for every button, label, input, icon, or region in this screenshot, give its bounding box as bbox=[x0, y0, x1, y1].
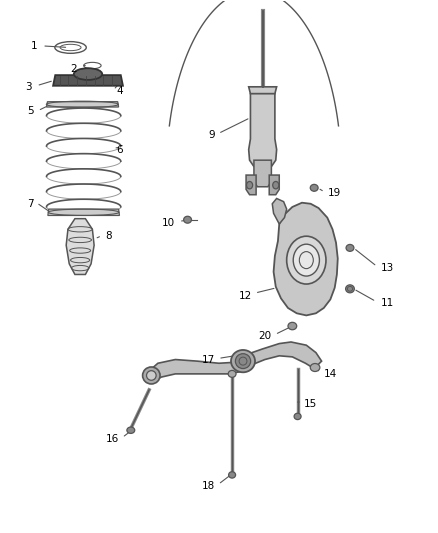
Ellipse shape bbox=[231, 350, 255, 372]
Polygon shape bbox=[53, 75, 123, 86]
Ellipse shape bbox=[346, 245, 354, 252]
Ellipse shape bbox=[127, 427, 135, 433]
Polygon shape bbox=[148, 342, 321, 382]
Polygon shape bbox=[249, 87, 277, 94]
Ellipse shape bbox=[294, 413, 301, 419]
Ellipse shape bbox=[247, 181, 253, 189]
Text: 16: 16 bbox=[105, 434, 119, 445]
Text: 14: 14 bbox=[324, 369, 337, 379]
Polygon shape bbox=[269, 175, 279, 195]
Text: 9: 9 bbox=[208, 130, 215, 140]
Text: 6: 6 bbox=[117, 144, 123, 155]
Text: 20: 20 bbox=[258, 330, 272, 341]
Polygon shape bbox=[274, 203, 338, 316]
Ellipse shape bbox=[310, 364, 320, 372]
Ellipse shape bbox=[293, 244, 319, 276]
Ellipse shape bbox=[228, 370, 236, 377]
Text: 4: 4 bbox=[117, 86, 123, 96]
Text: 5: 5 bbox=[27, 106, 33, 116]
Polygon shape bbox=[246, 175, 256, 195]
Text: 2: 2 bbox=[71, 64, 77, 74]
Polygon shape bbox=[46, 102, 119, 107]
Text: 8: 8 bbox=[106, 231, 112, 241]
Ellipse shape bbox=[184, 216, 191, 223]
Text: 13: 13 bbox=[381, 263, 394, 272]
Text: 11: 11 bbox=[381, 297, 394, 308]
Ellipse shape bbox=[288, 322, 297, 330]
Text: 12: 12 bbox=[239, 290, 252, 301]
Text: 18: 18 bbox=[201, 481, 215, 490]
Text: 19: 19 bbox=[328, 188, 341, 198]
Polygon shape bbox=[254, 160, 272, 187]
Ellipse shape bbox=[147, 370, 156, 380]
Text: 15: 15 bbox=[304, 399, 318, 409]
Polygon shape bbox=[48, 209, 120, 215]
Ellipse shape bbox=[287, 236, 326, 284]
Ellipse shape bbox=[143, 367, 160, 384]
Ellipse shape bbox=[235, 354, 251, 368]
Ellipse shape bbox=[229, 472, 236, 478]
Text: 3: 3 bbox=[25, 82, 32, 92]
Polygon shape bbox=[66, 219, 94, 274]
Text: 17: 17 bbox=[201, 354, 215, 365]
Ellipse shape bbox=[273, 181, 279, 189]
Polygon shape bbox=[272, 198, 287, 224]
Text: 1: 1 bbox=[31, 41, 38, 51]
Text: 10: 10 bbox=[162, 218, 175, 228]
Ellipse shape bbox=[310, 184, 318, 191]
Ellipse shape bbox=[74, 68, 102, 80]
Polygon shape bbox=[249, 94, 277, 166]
Text: 7: 7 bbox=[27, 199, 33, 209]
Ellipse shape bbox=[346, 285, 354, 293]
